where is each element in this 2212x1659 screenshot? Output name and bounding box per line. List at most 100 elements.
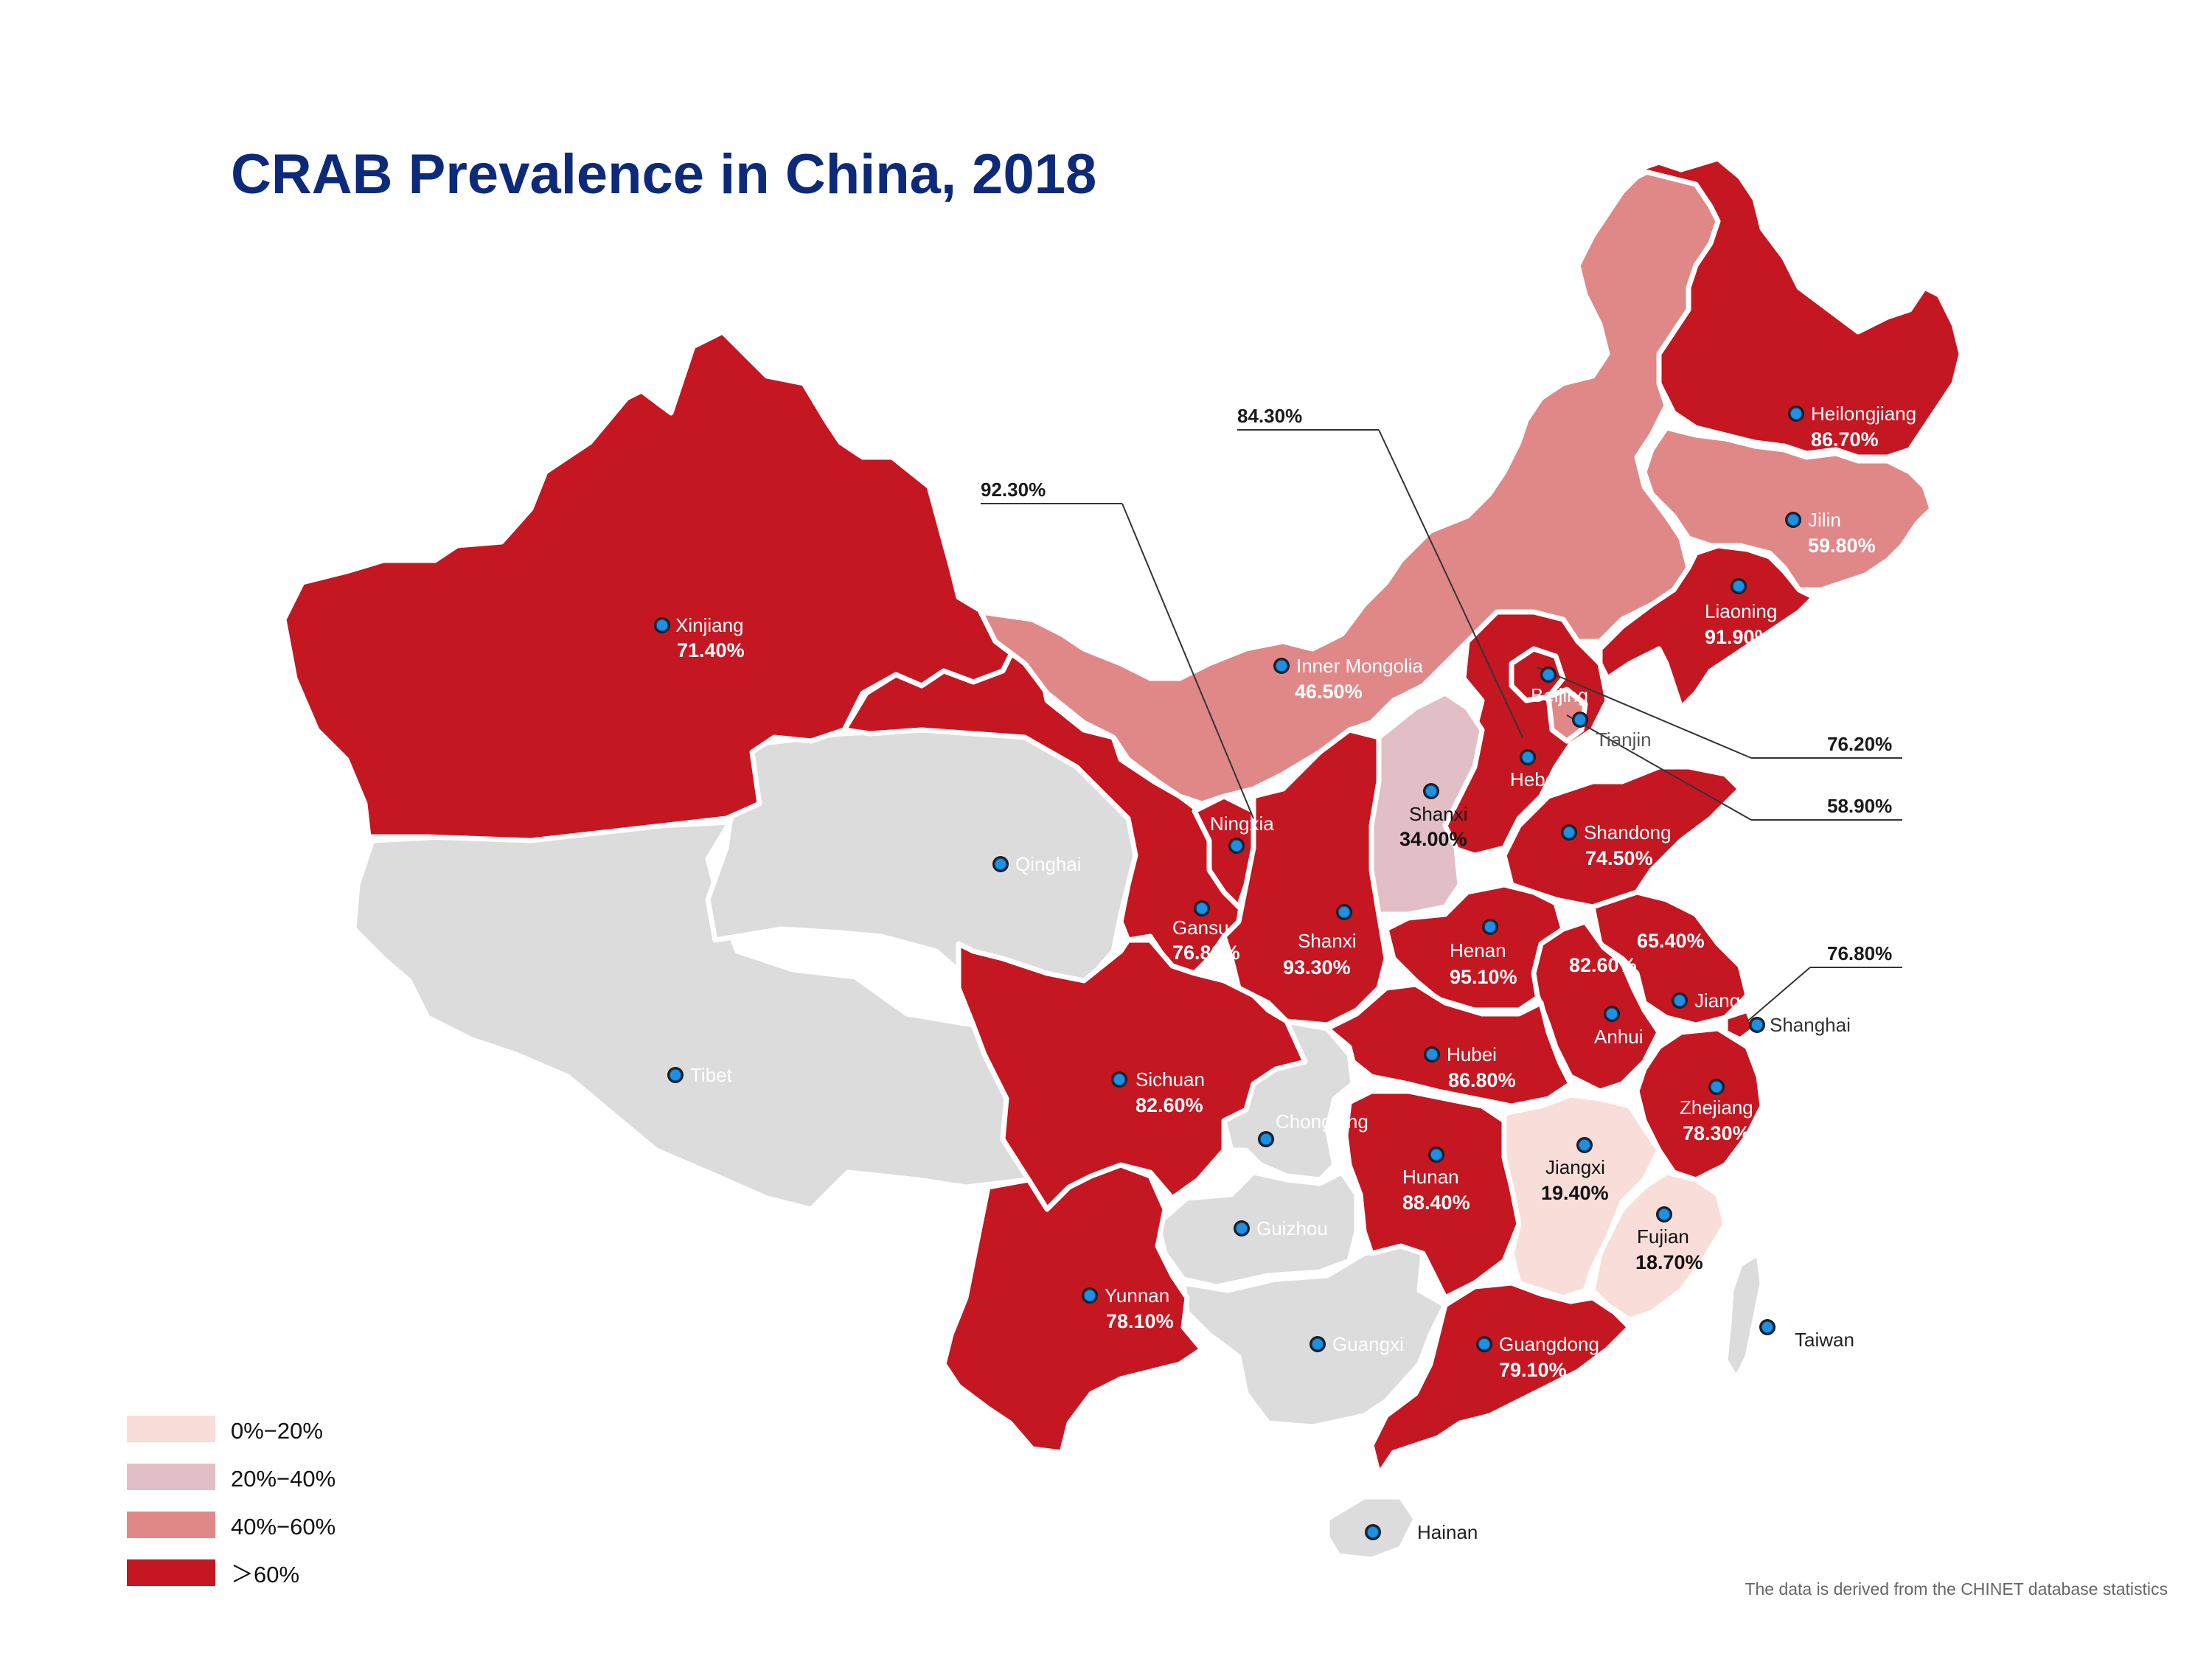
- label-anhui: Anhui: [1594, 1026, 1644, 1048]
- leader-ningxia-d: [1121, 503, 1254, 819]
- region-shanghai[interactable]: [1722, 1007, 1758, 1043]
- leader-tianjin-d: [1566, 714, 1752, 821]
- value-jiangxi: 19.40%: [1541, 1182, 1609, 1204]
- legend-label-40-60: 40%−60%: [231, 1514, 335, 1540]
- region-guangdong[interactable]: [1368, 1280, 1632, 1478]
- legend-swatch-60-plus: [127, 1559, 215, 1586]
- marker-jiangxi[interactable]: [1576, 1137, 1593, 1153]
- region-shanxi-34[interactable]: [1368, 690, 1485, 917]
- leader-label-shanghai: 76.80%: [1827, 942, 1892, 964]
- region-zhejiang[interactable]: [1634, 1026, 1765, 1183]
- label-tibet: Tibet: [690, 1064, 733, 1086]
- legend-swatch-0-20: [127, 1416, 215, 1442]
- marker-liaoning[interactable]: [1731, 578, 1747, 594]
- label-gansu: Gansu: [1172, 917, 1229, 939]
- marker-hainan[interactable]: [1365, 1524, 1381, 1540]
- value-jilin: 59.80%: [1808, 535, 1876, 557]
- value-liaoning: 91.90%: [1705, 626, 1773, 648]
- label-liaoning: Liaoning: [1705, 600, 1777, 622]
- legend-label-0-20: 0%−20%: [231, 1418, 323, 1444]
- value-anhui: 82.60%: [1569, 954, 1637, 976]
- marker-gansu[interactable]: [1194, 900, 1210, 917]
- label-guizhou: Guizhou: [1256, 1217, 1328, 1239]
- marker-guangdong[interactable]: [1476, 1336, 1492, 1352]
- label-hunan: Hunan: [1402, 1166, 1459, 1188]
- marker-henan[interactable]: [1482, 919, 1498, 935]
- region-sichuan[interactable]: [956, 937, 1308, 1212]
- label-hubei: Hubei: [1447, 1043, 1497, 1065]
- label-hebei: Hebei: [1510, 768, 1560, 790]
- value-shanxi-93: 93.30%: [1283, 956, 1351, 978]
- label-zhejiang: Zhejiang: [1680, 1096, 1753, 1119]
- region-hubei[interactable]: [1324, 981, 1573, 1109]
- region-guizhou[interactable]: [1155, 1169, 1360, 1290]
- label-tianjin: Tianjin: [1596, 728, 1652, 751]
- region-shaanxi[interactable]: [1221, 727, 1389, 1028]
- region-yunnan[interactable]: [941, 1162, 1205, 1455]
- marker-guangxi[interactable]: [1310, 1336, 1326, 1352]
- marker-xinjiang[interactable]: [654, 617, 670, 633]
- marker-hunan[interactable]: [1428, 1147, 1444, 1163]
- region-taiwan[interactable]: [1722, 1251, 1765, 1382]
- label-xinjiang: Xinjiang: [675, 614, 744, 636]
- region-inner-mongolia[interactable]: [978, 159, 1721, 807]
- legend-swatch-40-60: [127, 1512, 215, 1538]
- leader-beijing-d: [1537, 667, 1752, 759]
- marker-tibet[interactable]: [667, 1067, 684, 1083]
- label-shandong: Shandong: [1584, 821, 1672, 844]
- marker-tianjin[interactable]: [1572, 712, 1588, 728]
- marker-shanxi-34[interactable]: [1423, 783, 1439, 799]
- marker-hubei[interactable]: [1424, 1046, 1440, 1062]
- label-sichuan: Sichuan: [1135, 1068, 1205, 1091]
- leader-shanghai-d: [1747, 967, 1811, 1022]
- label-shanghai: Shanghai: [1770, 1014, 1851, 1036]
- marker-ningxia[interactable]: [1228, 838, 1245, 854]
- value-guangdong: 79.10%: [1499, 1359, 1567, 1381]
- marker-taiwan[interactable]: [1759, 1319, 1775, 1335]
- label-jilin: Jilin: [1808, 509, 1841, 531]
- marker-qinghai[interactable]: [992, 856, 1009, 872]
- value-henan: 95.10%: [1450, 966, 1517, 988]
- marker-shandong[interactable]: [1561, 824, 1577, 841]
- marker-jilin[interactable]: [1785, 512, 1801, 528]
- value-yunnan: 78.10%: [1106, 1310, 1174, 1332]
- value-sichuan: 82.60%: [1135, 1094, 1203, 1116]
- marker-shanxi-93[interactable]: [1336, 904, 1352, 920]
- marker-jiangsu[interactable]: [1672, 992, 1688, 1009]
- marker-fujian[interactable]: [1656, 1206, 1672, 1222]
- region-tibet[interactable]: [351, 819, 1032, 1212]
- leader-label-tianjin: 58.90%: [1827, 795, 1892, 817]
- legend-label-20-40: 20%−40%: [231, 1466, 335, 1492]
- label-inner-mongolia: Inner Mongolia: [1296, 655, 1424, 677]
- marker-chongqing[interactable]: [1258, 1131, 1274, 1147]
- label-jiangxi: Jiangxi: [1545, 1156, 1605, 1178]
- marker-yunnan[interactable]: [1082, 1287, 1098, 1304]
- label-shanxi-93: Shanxi: [1298, 930, 1357, 952]
- marker-inner-mongolia[interactable]: [1273, 658, 1290, 674]
- leader-label-ningxia: 92.30%: [981, 479, 1046, 501]
- region-jilin[interactable]: [1641, 425, 1935, 593]
- label-guangdong: Guangdong: [1499, 1333, 1599, 1355]
- marker-zhejiang[interactable]: [1708, 1079, 1725, 1095]
- value-jiangsu: 65.40%: [1637, 930, 1705, 952]
- marker-beijing[interactable]: [1540, 667, 1557, 683]
- region-beijing[interactable]: [1509, 646, 1566, 703]
- marker-guizhou[interactable]: [1234, 1220, 1250, 1237]
- source-note: The data is derived from the CHINET data…: [1745, 1579, 2168, 1599]
- region-heilongjiang[interactable]: [1634, 156, 1964, 460]
- value-zhejiang: 78.30%: [1683, 1122, 1750, 1144]
- region-xinjiang[interactable]: [281, 329, 1020, 844]
- marker-shanghai[interactable]: [1749, 1017, 1765, 1033]
- map-title: CRAB Prevalence in China, 2018: [231, 143, 1096, 206]
- label-yunnan: Yunnan: [1105, 1284, 1169, 1307]
- region-liaoning[interactable]: [1597, 543, 1817, 711]
- region-guangxi[interactable]: [1180, 1243, 1448, 1430]
- region-hunan[interactable]: [1343, 1088, 1522, 1301]
- label-henan: Henan: [1450, 939, 1506, 961]
- marker-hebei[interactable]: [1520, 749, 1536, 765]
- marker-sichuan[interactable]: [1111, 1071, 1127, 1088]
- marker-heilongjiang[interactable]: [1788, 406, 1804, 422]
- value-shandong: 74.50%: [1585, 847, 1653, 869]
- marker-anhui[interactable]: [1604, 1006, 1620, 1022]
- value-shanxi-34: 34.00%: [1399, 828, 1467, 850]
